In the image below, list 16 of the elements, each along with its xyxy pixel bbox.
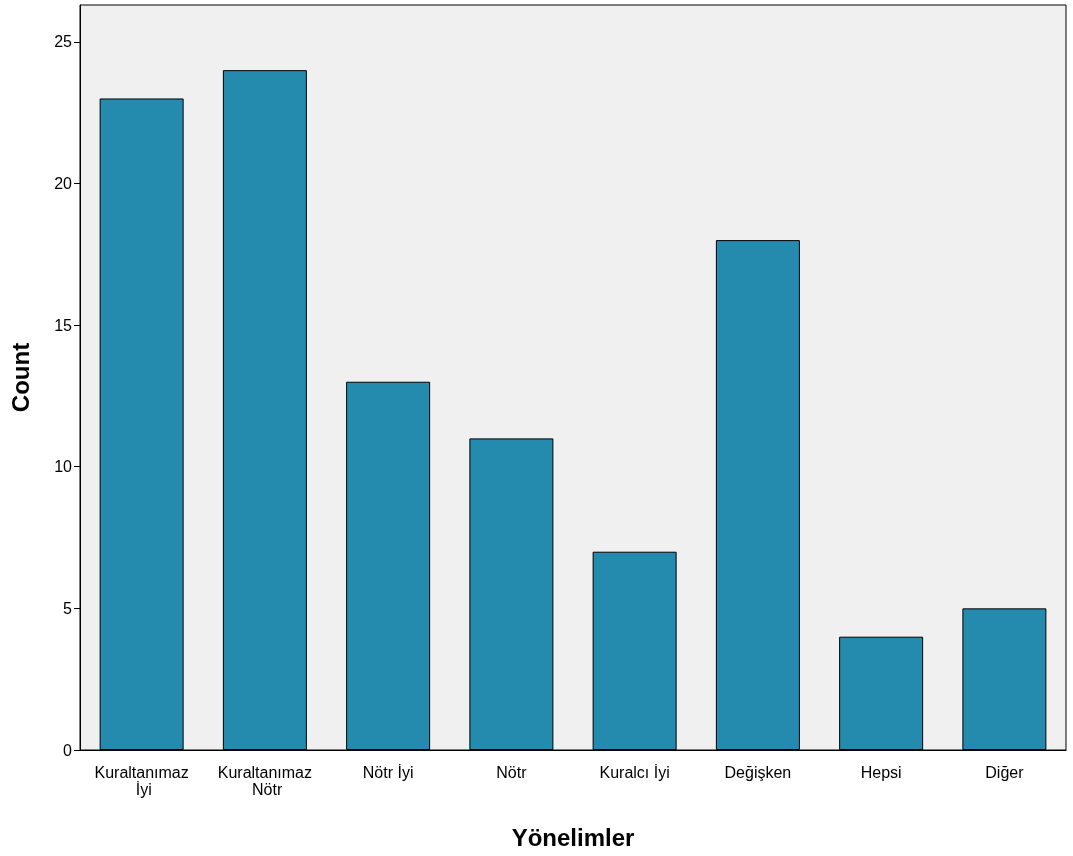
x-tick-label: Değişken xyxy=(724,764,792,781)
x-tick-label: Hepsi xyxy=(860,764,902,781)
y-axis-title: Count xyxy=(6,342,34,413)
y-tick-label: 0 xyxy=(63,741,73,759)
x-tick-label: Diğer xyxy=(985,764,1025,781)
x-tick-label: Kuralcı İyi xyxy=(599,763,670,781)
x-tick-label: Nötr xyxy=(496,764,528,781)
x-tick-label: Kuraltanımaz İyi xyxy=(94,764,189,798)
y-tick-label: 10 xyxy=(54,458,73,476)
y-tick-label: 20 xyxy=(54,174,73,192)
x-axis-title: Yönelimler xyxy=(511,823,635,851)
x-tick-label: Nötr İyi xyxy=(362,763,414,781)
y-tick-label: 25 xyxy=(54,33,73,51)
y-tick-label: 5 xyxy=(63,599,73,617)
y-tick-label: 15 xyxy=(54,316,73,334)
x-tick-label: Kuraltanımaz Nötr xyxy=(217,764,313,798)
